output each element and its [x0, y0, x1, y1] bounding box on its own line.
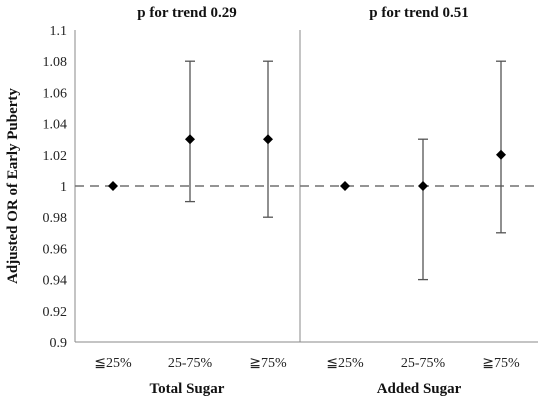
- group-label-total: Total Sugar: [150, 381, 225, 397]
- y-tick-label: 1.1: [50, 24, 68, 39]
- category-label: 25-75%: [168, 356, 213, 371]
- y-tick-label: 0.96: [43, 242, 68, 257]
- y-axis-title: Adjusted OR of Early Puberty: [5, 88, 21, 284]
- titles: p for trend 0.29 p for trend 0.51 Total …: [5, 5, 469, 397]
- category-label: ≦25%: [94, 356, 132, 371]
- category-label: ≦25%: [326, 356, 364, 371]
- data-point-marker: [340, 181, 350, 191]
- error-bars: [185, 60, 506, 281]
- data-point-marker: [418, 181, 428, 191]
- y-tick-label: 0.94: [43, 274, 68, 289]
- error-bar: [418, 138, 428, 281]
- group-label-added: Added Sugar: [377, 381, 462, 397]
- error-bar: [185, 60, 195, 203]
- y-tick-label: 1.02: [43, 149, 68, 164]
- y-tick-label: 1: [60, 180, 67, 195]
- axes: [74, 30, 538, 343]
- category-label: 25-75%: [401, 356, 446, 371]
- data-point-marker: [263, 134, 273, 145]
- category-labels: ≦25% 25-75% ≧75% ≦25% 25-75% ≧75%: [94, 356, 520, 371]
- y-tick-label: 1.04: [43, 118, 68, 133]
- data-point-marker: [108, 181, 118, 191]
- y-ticks: 0.9 0.92 0.94 0.96 0.98 1 1.02 1.04 1.06 1.08 1.1: [43, 24, 68, 351]
- panel-title-added: p for trend 0.51: [369, 5, 468, 21]
- panel-title-total: p for trend 0.29: [137, 5, 236, 21]
- y-tick-label: 0.92: [43, 305, 68, 320]
- category-label: ≧75%: [249, 356, 287, 371]
- markers: [108, 134, 506, 191]
- data-point-marker: [496, 149, 506, 160]
- y-tick-label: 0.98: [43, 211, 68, 226]
- y-tick-label: 1.06: [43, 86, 68, 101]
- error-bar: [496, 60, 506, 234]
- category-label: ≧75%: [482, 356, 520, 371]
- y-tick-label: 0.9: [50, 336, 68, 351]
- data-point-marker: [185, 134, 195, 145]
- y-tick-label: 1.08: [43, 55, 68, 70]
